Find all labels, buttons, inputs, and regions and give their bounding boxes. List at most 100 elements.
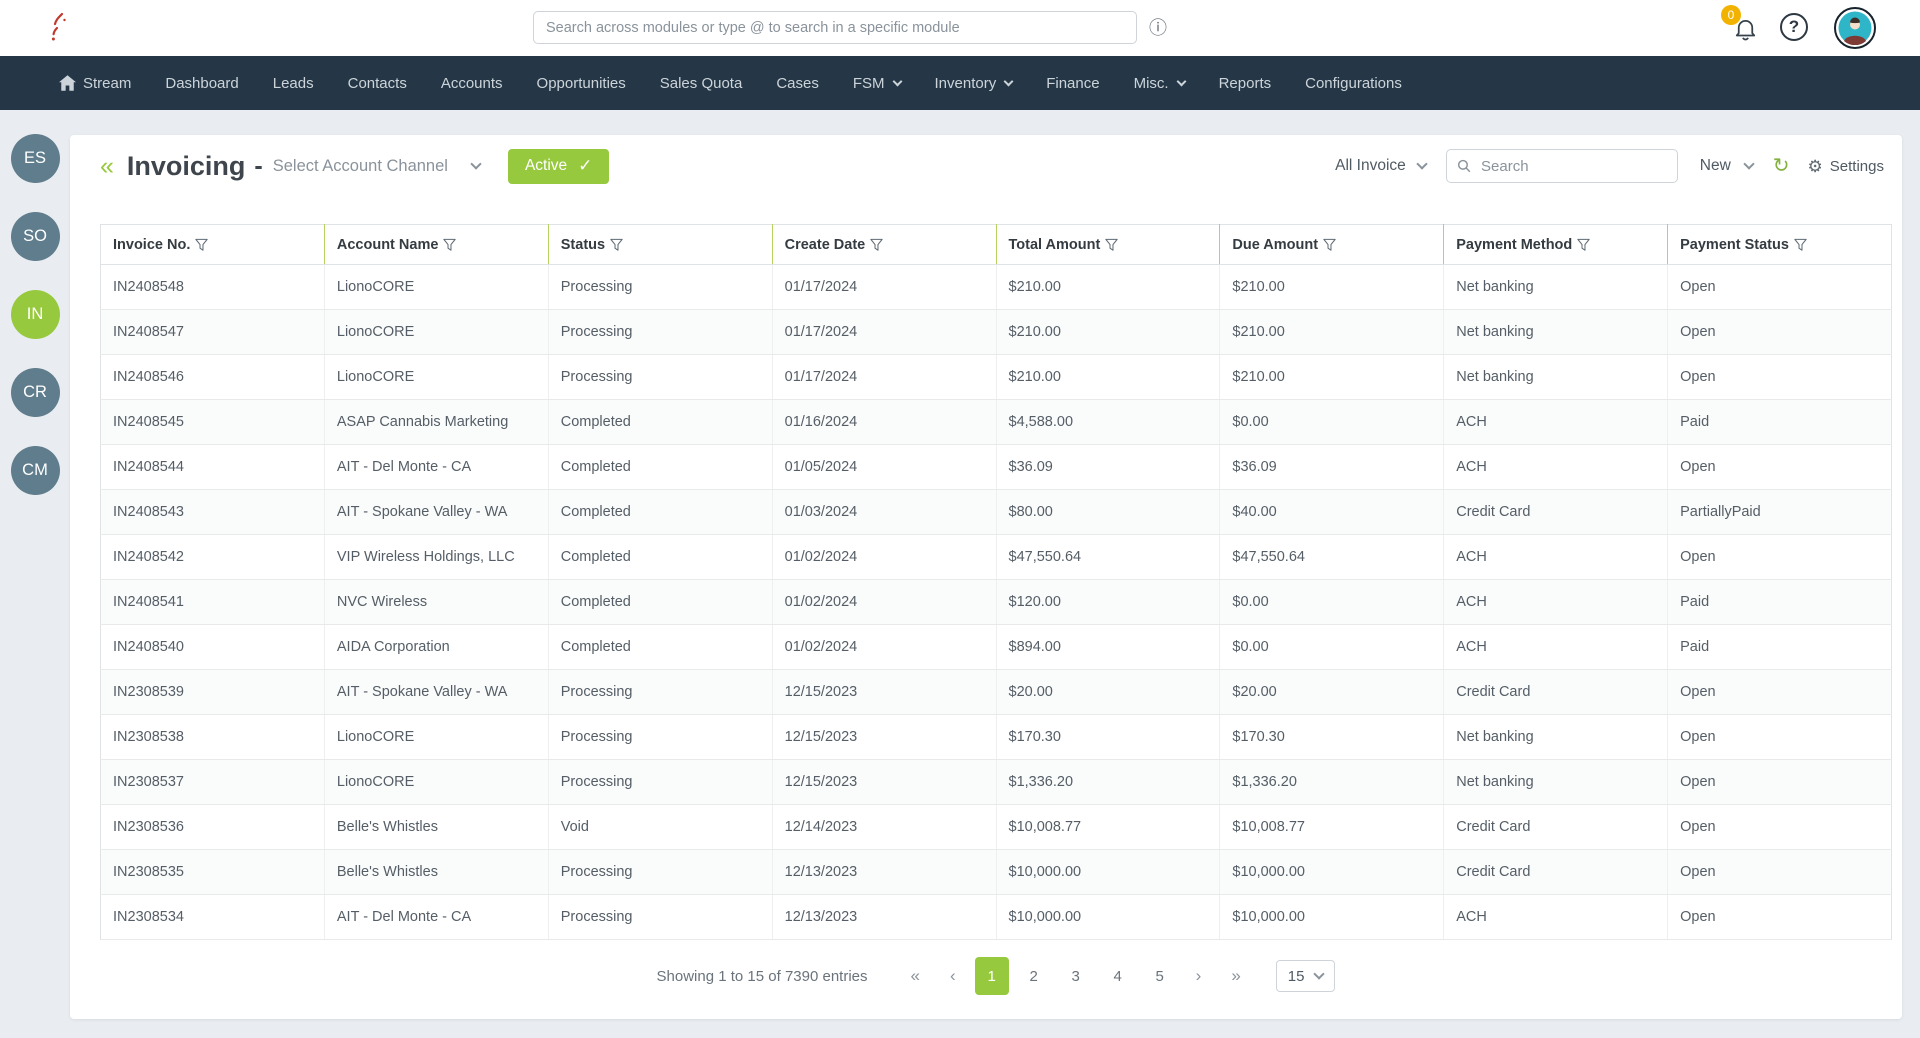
new-chevron-icon[interactable] [1743,158,1755,170]
filter-icon[interactable] [443,238,457,252]
nav-item-accounts[interactable]: Accounts [424,56,520,110]
cell-due-amount: $10,000.00 [1219,849,1444,895]
cell-due-amount: $210.00 [1219,354,1444,400]
next-page-button[interactable]: › [1195,966,1202,985]
cell-total-amount: $120.00 [995,579,1220,625]
cell-account-name: LionoCORE [323,714,549,760]
filter-icon[interactable] [1323,238,1336,252]
nav-item-dashboard[interactable]: Dashboard [148,56,255,110]
invoicing-panel: « Invoicing - Select Account Channel Act… [70,135,1902,1019]
filter-icon[interactable] [1794,238,1807,252]
page-button-5[interactable]: 5 [1155,967,1164,985]
cell-status: Processing [547,669,773,715]
help-button[interactable]: ? [1780,13,1808,41]
nav-item-reports[interactable]: Reports [1202,56,1289,110]
nav-item-inventory[interactable]: Inventory [918,56,1030,110]
table-row[interactable]: IN2408541 NVC Wireless Completed 01/02/2024… [100,579,1892,625]
table-row[interactable]: IN2308536 Belle's Whistles Void 12/14/2023 $… [100,804,1892,850]
table-row[interactable]: IN2308535 Belle's Whistles Processing 12/13… [100,849,1892,895]
cell-payment-status: Open [1667,894,1892,940]
rail-avatar-es[interactable]: ES [10,134,60,183]
page-button-4[interactable]: 4 [1113,967,1122,985]
refresh-icon[interactable]: ↻ [1772,155,1790,177]
page-button-3[interactable]: 3 [1071,967,1080,985]
table-row[interactable]: IN2408548 LionoCORE Processing 01/17/2024 $2… [100,264,1892,310]
cell-status: Completed [547,579,773,625]
rail-avatar-cr[interactable]: CR [10,368,60,417]
nav-item-fsm[interactable]: FSM [836,56,918,110]
status-active-button[interactable]: Active ✓ [507,148,610,184]
cell-account-name: AIT - Del Monte - CA [323,444,549,490]
rail-avatar-cm[interactable]: CM [10,446,60,495]
cell-payment-method: Net banking [1443,309,1668,355]
table-row[interactable]: IN2308539 AIT - Spokane Valley - WA Proces… [100,669,1892,715]
table-row[interactable]: IN2408542 VIP Wireless Holdings, LLC Compl… [100,534,1892,580]
nav-item-leads[interactable]: Leads [256,56,331,110]
table-row[interactable]: IN2408547 LionoCORE Processing 01/17/2024 $2… [100,309,1892,355]
page-button-2[interactable]: 2 [1029,967,1038,985]
list-search-input[interactable] [1479,156,1667,176]
new-button[interactable]: New [1700,157,1731,175]
info-icon[interactable]: ⓘ [1149,17,1167,38]
table-row[interactable]: IN2308537 LionoCORE Processing 12/15/2023 $1… [100,759,1892,805]
notifications-button[interactable]: 0 [1721,5,1758,47]
column-header-due-amount[interactable]: Due Amount [1219,224,1444,265]
rail-avatar-in[interactable]: IN [10,290,60,339]
nav-item-stream[interactable]: Stream [42,56,148,110]
table-row[interactable]: IN2408543 AIT - Spokane Valley - WA Comple… [100,489,1892,535]
nav-item-opportunities[interactable]: Opportunities [520,56,643,110]
cell-payment-method: ACH [1443,399,1668,445]
cell-total-amount: $210.00 [995,309,1220,355]
page-size-select[interactable]: 15 [1275,960,1336,992]
table-row[interactable]: IN2408546 LionoCORE Processing 01/17/2024 $2… [100,354,1892,400]
nav-item-contacts[interactable]: Contacts [331,56,424,110]
nav-item-misc[interactable]: Misc. [1117,56,1202,110]
app-logo[interactable] [48,11,72,48]
table-row[interactable]: IN2308534 AIT - Del Monte - CA Processing 1… [100,894,1892,940]
table-row[interactable]: IN2308538 LionoCORE Processing 12/15/2023 $1… [100,714,1892,760]
chevron-down-icon[interactable] [470,158,482,170]
table-row[interactable]: IN2408540 AIDA Corporation Completed 01/02/… [100,624,1892,670]
user-avatar[interactable] [1834,7,1876,49]
column-header-payment-method[interactable]: Payment Method [1443,224,1668,265]
cell-payment-status: Open [1667,669,1892,715]
column-header-create-date[interactable]: Create Date [771,224,996,265]
filter-icon[interactable] [1577,238,1590,252]
filter-icon[interactable] [610,238,623,252]
cell-payment-method: Net banking [1443,759,1668,805]
nav-item-finance[interactable]: Finance [1029,56,1116,110]
table-row[interactable]: IN2408544 AIT - Del Monte - CA Completed 01… [100,444,1892,490]
first-page-button[interactable]: « [910,966,920,985]
last-page-button[interactable]: » [1231,966,1241,985]
column-header-payment-status[interactable]: Payment Status [1667,224,1892,265]
filter-icon[interactable] [870,238,883,252]
column-header-label: Payment Status [1680,236,1789,253]
collapse-panel-button[interactable]: « [100,151,114,180]
nav-item-cases[interactable]: Cases [759,56,836,110]
prev-page-button[interactable]: ‹ [949,966,956,985]
nav-item-configurations[interactable]: Configurations [1288,56,1419,110]
nav-item-sales-quota[interactable]: Sales Quota [643,56,760,110]
cell-payment-status: PartiallyPaid [1667,489,1892,535]
nav-item-label: Inventory [934,74,997,92]
page-button-1[interactable]: 1 [974,957,1009,995]
table-row[interactable]: IN2408545 ASAP Cannabis Marketing Complete… [100,399,1892,445]
column-header-invoice-no[interactable]: Invoice No. [100,224,325,265]
column-header-status[interactable]: Status [547,224,773,265]
avatar-person-icon [1838,11,1872,45]
filter-icon[interactable] [1105,238,1118,252]
cell-invoice-no: IN2408545 [100,399,325,445]
column-header-total-amount[interactable]: Total Amount [995,224,1220,265]
view-filter-dropdown[interactable]: All Invoice [1335,157,1428,175]
cell-account-name: LionoCORE [323,264,549,310]
cell-total-amount: $80.00 [995,489,1220,535]
global-search-input[interactable] [533,11,1137,44]
new-button-label: New [1699,157,1731,174]
rail-avatar-so[interactable]: SO [10,212,60,261]
cell-total-amount: $210.00 [995,264,1220,310]
account-channel-select[interactable]: Select Account Channel [272,156,448,175]
filter-icon[interactable] [195,238,209,252]
notification-badge: 0 [1721,5,1741,25]
column-header-account-name[interactable]: Account Name [323,224,549,265]
settings-button[interactable]: ⚙ Settings [1808,158,1884,175]
